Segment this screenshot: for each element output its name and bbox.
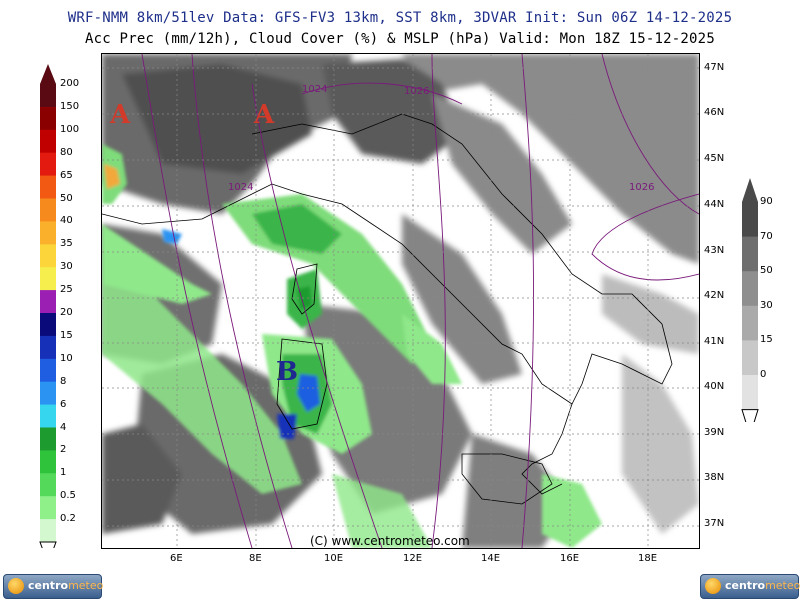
precipitation-legend-swatch (40, 290, 56, 314)
globe-icon (8, 578, 24, 594)
cloud-legend-label: 30 (760, 299, 773, 311)
precipitation-legend-label: 1 (60, 467, 67, 479)
logo-text: centrometeo (725, 579, 800, 592)
centrometeo-logo-right[interactable]: centrometeo (700, 574, 800, 599)
latitude-label: 47N (704, 62, 725, 73)
precipitation-legend-swatch (40, 152, 56, 177)
cloud-legend-swatch (742, 236, 758, 272)
isobar-label: 1026 (629, 182, 655, 193)
high-pressure-label: A (254, 100, 275, 130)
precipitation-legend-swatch (40, 473, 56, 497)
precipitation-legend-label: 6 (60, 398, 67, 410)
header-title-line2: Acc Prec (mm/12h), Cloud Cover (%) & MSL… (85, 31, 715, 47)
precipitation-legend-swatch (40, 84, 56, 108)
cloud-legend-swatch (742, 340, 758, 376)
precipitation-legend-label: 150 (60, 100, 80, 112)
cloud-legend-swatch (742, 271, 758, 307)
latitude-label: 41N (704, 336, 725, 347)
longitude-label: 8E (249, 553, 262, 564)
latitude-label: 40N (704, 381, 725, 392)
isobar-label: 1024 (228, 182, 254, 193)
precipitation-legend-label: 0.2 (60, 513, 76, 525)
coastlines (102, 113, 673, 505)
legend-arrow-bottom (39, 541, 57, 548)
precipitation-legend-label: 2 (60, 444, 67, 456)
precipitation-legend-label: 20 (60, 307, 73, 318)
precipitation-legend-swatch (40, 221, 56, 245)
isobars (141, 54, 699, 548)
precipitation-legend-label: 8 (60, 375, 67, 387)
latitude-label: 38N (704, 472, 725, 483)
longitude-label: 6E (170, 553, 183, 564)
precipitation-legend-swatch (40, 175, 56, 199)
centrometeo-logo-left[interactable]: centrometeo (3, 574, 104, 599)
latitude-label: 45N (704, 153, 725, 164)
cloud-legend-label: 70 (760, 230, 773, 242)
isobar-label: 1026 (404, 86, 430, 97)
legend-arrow-top (40, 64, 56, 84)
precipitation-legend-label: 80 (60, 146, 73, 158)
precipitation-legend-swatch (40, 313, 56, 337)
precipitation-legend-swatch (40, 381, 56, 406)
precipitation-legend-swatch (40, 519, 56, 543)
latitude-label: 42N (704, 290, 725, 301)
globe-icon (705, 578, 721, 594)
logo-text: centrometeo (28, 579, 104, 592)
precipitation-legend-label: 40 (60, 215, 73, 227)
precipitation-legend-swatch (40, 496, 56, 520)
high-pressure-label: A (110, 100, 131, 130)
latitude-label: 37N (704, 518, 725, 529)
precipitation-legend-swatch (40, 129, 56, 154)
precipitation-legend-label: 25 (60, 284, 73, 296)
longitude-label: 14E (481, 553, 501, 564)
low-pressure-label: B (276, 357, 298, 387)
latitude-label: 39N (704, 427, 725, 438)
header-title-line1: WRF-NMM 8km/51lev Data: GFS-FV3 13km, SS… (67, 10, 733, 26)
cloud-cover-legend (741, 178, 759, 422)
precipitation-legend-swatch (40, 450, 56, 474)
longitude-label: 16E (560, 553, 580, 564)
cloud-legend-label: 15 (760, 334, 773, 346)
precipitation-legend-label: 30 (60, 261, 73, 273)
precipitation-legend-swatch (40, 267, 56, 291)
precipitation-legend-label: 65 (60, 169, 73, 181)
cloud-legend-arrow-top (742, 178, 758, 202)
precipitation-legend-swatch (40, 106, 56, 131)
cloud-legend-label: 50 (760, 265, 773, 277)
graticule (102, 54, 699, 548)
cloud-legend-swatch (742, 375, 758, 411)
longitude-label: 18E (638, 553, 658, 564)
latitude-label: 44N (704, 199, 725, 210)
precipitation-legend (39, 64, 57, 548)
precipitation-legend-label: 200 (60, 78, 80, 89)
cloud-legend-arrow-bottom (741, 409, 759, 422)
longitude-label: 10E (324, 553, 344, 564)
precipitation-legend-swatch (40, 358, 56, 383)
precipitation-legend-swatch (40, 335, 56, 360)
precipitation-legend-label: 100 (60, 123, 80, 135)
precipitation-legend-swatch (40, 404, 56, 428)
precipitation-legend-label: 15 (60, 329, 73, 341)
longitude-label: 12E (403, 553, 423, 564)
precipitation-legend-swatch (40, 244, 56, 268)
precipitation-legend-label: 0.5 (60, 490, 76, 502)
latitude-label: 46N (704, 107, 725, 118)
cloud-legend-swatch (742, 305, 758, 341)
precipitation-legend-label: 10 (60, 352, 73, 364)
weather-map: A A B 1024 1026 1024 1026 (101, 53, 700, 549)
precipitation-legend-swatch (40, 427, 56, 451)
precipitation-legend-label: 35 (60, 238, 73, 250)
cloud-legend-swatch (742, 202, 758, 238)
cloud-cover-layer (102, 54, 699, 548)
precipitation-layer (102, 144, 602, 548)
precipitation-legend-swatch (40, 198, 56, 222)
map-canvas (102, 54, 699, 548)
cloud-legend-label: 0 (760, 369, 767, 380)
precipitation-legend-label: 4 (60, 421, 67, 433)
latitude-label: 43N (704, 245, 725, 256)
precipitation-legend-label: 50 (60, 192, 73, 204)
isobar-label: 1024 (302, 84, 328, 95)
cloud-legend-label: 90 (760, 196, 773, 207)
copyright-credit: (C) www.centrometeo.com (310, 534, 470, 548)
